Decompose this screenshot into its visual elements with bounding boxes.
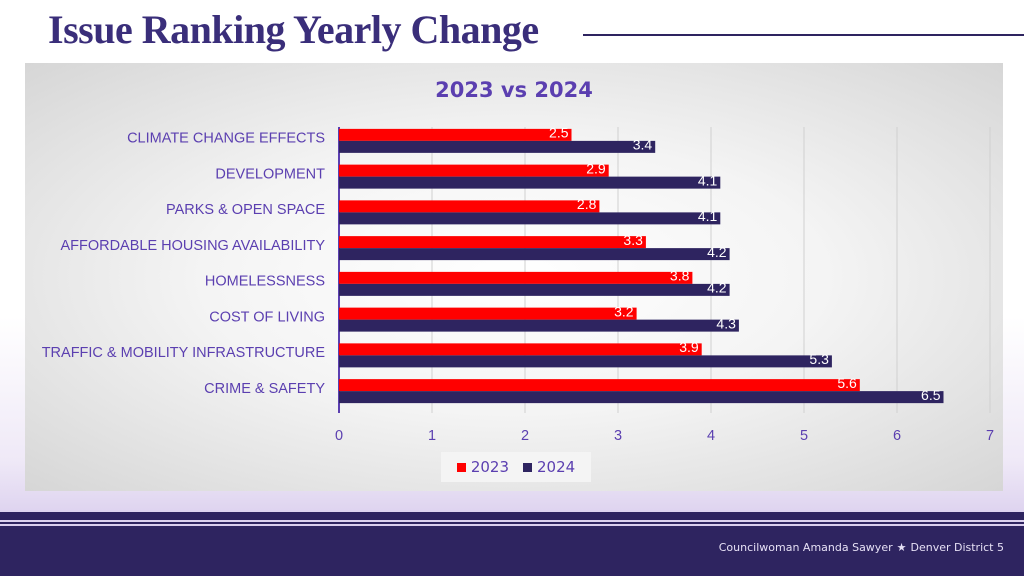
x-tick-label: 3 bbox=[614, 428, 622, 444]
category-label: DEVELOPMENT bbox=[215, 166, 325, 182]
x-tick-label: 7 bbox=[986, 428, 994, 444]
value-label-2023: 2.5 bbox=[549, 125, 569, 141]
legend-label-2023: 2023 bbox=[470, 458, 509, 476]
legend-swatch-2024 bbox=[523, 462, 532, 472]
star-icon: ★ bbox=[896, 541, 907, 554]
legend-item-2023: 2023 bbox=[456, 458, 509, 476]
slide-title: Issue Ranking Yearly Change bbox=[48, 7, 539, 52]
bar-2024 bbox=[339, 176, 721, 189]
bar-2024 bbox=[339, 283, 730, 296]
footer-accent-line bbox=[0, 522, 1024, 524]
category-label: TRAFFIC & MOBILITY INFRASTRUCTURE bbox=[42, 345, 326, 361]
bar-chart: 0 1 2 3 4 5 6 7 CLIMATE CHANGE EFFECTS 2.5 3.4 DEVE… bbox=[42, 125, 994, 444]
category-label: COST OF LIVING bbox=[209, 309, 325, 325]
bar-2024 bbox=[339, 391, 944, 404]
bar-2023 bbox=[339, 343, 702, 356]
legend-item-2024: 2024 bbox=[523, 458, 575, 476]
category-label: PARKS & OPEN SPACE bbox=[166, 202, 325, 218]
bar-2024 bbox=[339, 248, 730, 261]
footer-credit: Councilwoman Amanda Sawyer ★ Denver Distri… bbox=[719, 541, 1004, 554]
title-divider bbox=[583, 34, 1024, 36]
value-label-2024: 6.5 bbox=[921, 387, 941, 403]
chart-title: 2023 vs 2024 bbox=[435, 78, 593, 102]
bar-2023 bbox=[339, 307, 637, 320]
bar-2024 bbox=[339, 212, 721, 225]
x-tick-label: 5 bbox=[800, 428, 808, 444]
x-tick-label: 1 bbox=[428, 428, 436, 444]
x-tick-label: 0 bbox=[335, 428, 343, 444]
bar-2024 bbox=[339, 355, 832, 368]
footer-accent-bar bbox=[0, 512, 1024, 520]
value-label-2024: 4.1 bbox=[698, 172, 718, 188]
category-label: HOMELESSNESS bbox=[205, 274, 325, 290]
bar-2023 bbox=[339, 164, 609, 177]
category-label: CRIME & SAFETY bbox=[204, 381, 325, 397]
category-label: CLIMATE CHANGE EFFECTS bbox=[127, 131, 325, 147]
value-label-2024: 4.3 bbox=[716, 315, 736, 331]
footer-author: Councilwoman Amanda Sawyer bbox=[718, 541, 893, 554]
legend-label-2024: 2024 bbox=[537, 458, 576, 476]
value-label-2023: 3.3 bbox=[623, 232, 643, 248]
x-tick-label: 4 bbox=[707, 428, 715, 444]
value-label-2023: 3.9 bbox=[679, 339, 699, 355]
value-label-2024: 4.2 bbox=[707, 280, 727, 296]
bar-2023 bbox=[339, 271, 693, 284]
value-label-2024: 5.3 bbox=[809, 351, 829, 367]
bar-2024 bbox=[339, 319, 739, 332]
value-label-2023: 3.8 bbox=[670, 268, 690, 284]
chart-panel: 2023 vs 2024 0 1 2 3 4 5 6 7 CLIMATE CHANGE EFFE… bbox=[25, 63, 1003, 491]
x-tick-label: 2 bbox=[521, 428, 529, 444]
bar-2023 bbox=[339, 128, 572, 141]
bar-2024 bbox=[339, 140, 656, 153]
value-label-2023: 5.6 bbox=[837, 375, 857, 391]
x-tick-label: 6 bbox=[893, 428, 901, 444]
legend-swatch-2023 bbox=[456, 462, 466, 472]
value-label-2023: 3.2 bbox=[614, 303, 634, 319]
footer-district: Denver District 5 bbox=[910, 541, 1004, 554]
bar-2023 bbox=[339, 379, 860, 392]
value-label-2024: 4.2 bbox=[707, 244, 727, 260]
category-label: AFFORDABLE HOUSING AVAILABILITY bbox=[60, 238, 325, 254]
value-label-2024: 3.4 bbox=[633, 137, 653, 153]
chart-legend: 2023 2024 bbox=[441, 452, 591, 482]
bar-2023 bbox=[339, 236, 646, 249]
footer: Councilwoman Amanda Sawyer ★ Denver Distri… bbox=[0, 526, 1024, 576]
value-label-2023: 2.9 bbox=[586, 160, 606, 176]
value-label-2023: 2.8 bbox=[577, 196, 597, 212]
value-label-2024: 4.1 bbox=[698, 208, 718, 224]
bar-2023 bbox=[339, 200, 600, 213]
